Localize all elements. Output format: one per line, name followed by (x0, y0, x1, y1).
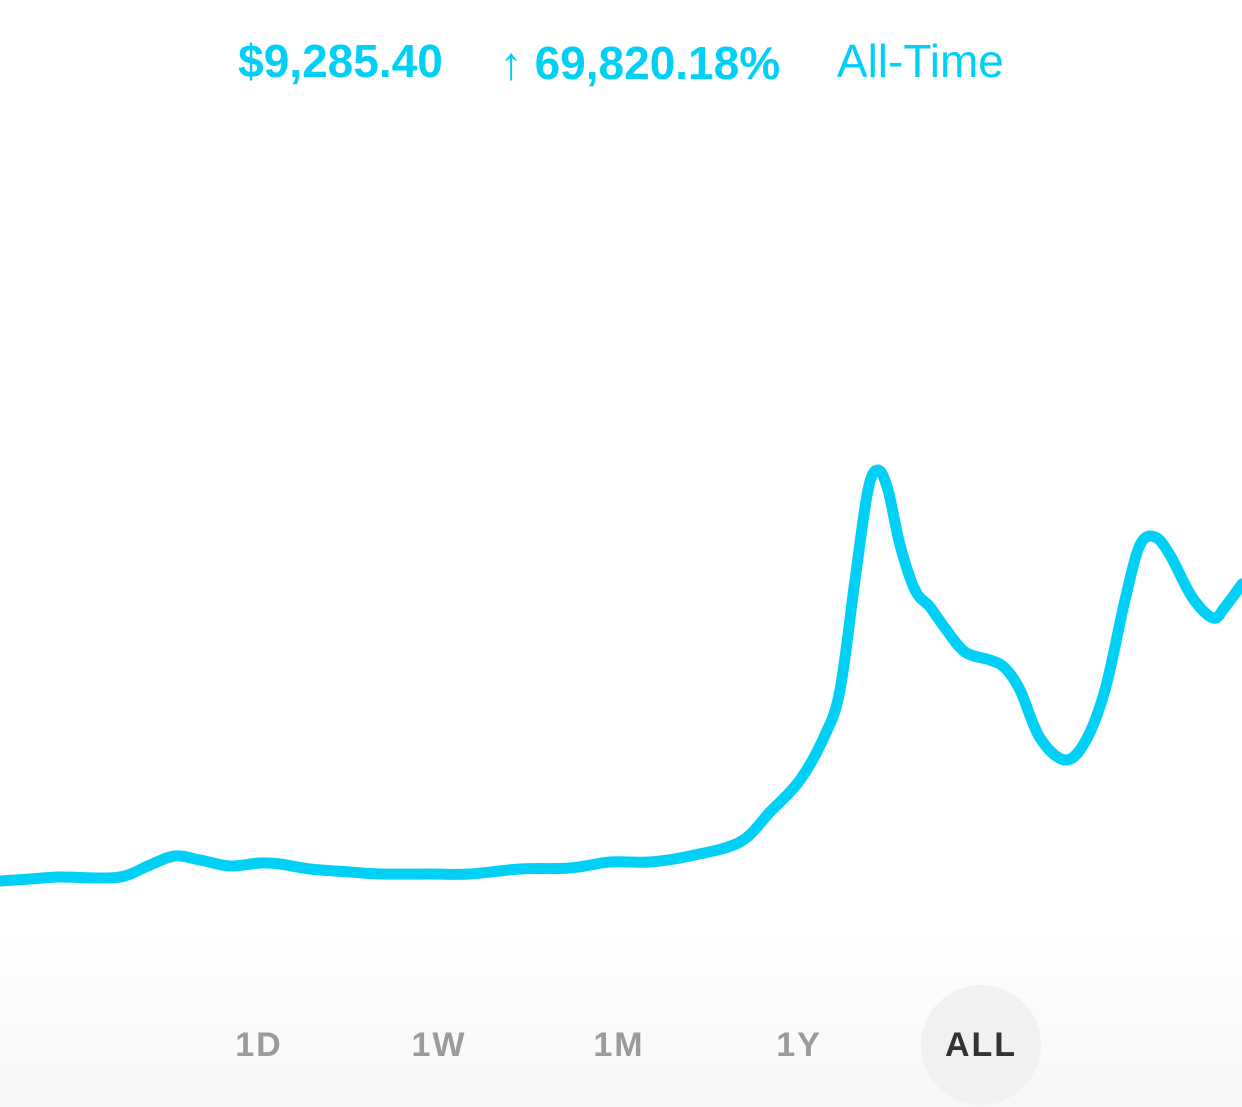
range-1d-button[interactable]: 1D (235, 1025, 283, 1064)
range-all-button[interactable]: ALL (921, 985, 1041, 1105)
price-line (0, 464, 1242, 887)
change-percent: 69,820.18% (534, 36, 781, 89)
arrow-up-icon: ↑ (499, 36, 523, 89)
range-selector: 1D 1W 1M 1Y ALL (0, 985, 1242, 1105)
current-price: $9,285.40 (238, 34, 443, 87)
period-label: All-Time (836, 34, 1004, 87)
range-1m-button[interactable]: 1M (593, 1025, 645, 1064)
range-1w-button[interactable]: 1W (411, 1025, 467, 1064)
range-1y-button[interactable]: 1Y (776, 1025, 822, 1064)
change: ↑ 69,820.18% (500, 32, 781, 90)
price-header: $9,285.40 ↑ 69,820.18% All-Time (0, 30, 1242, 90)
